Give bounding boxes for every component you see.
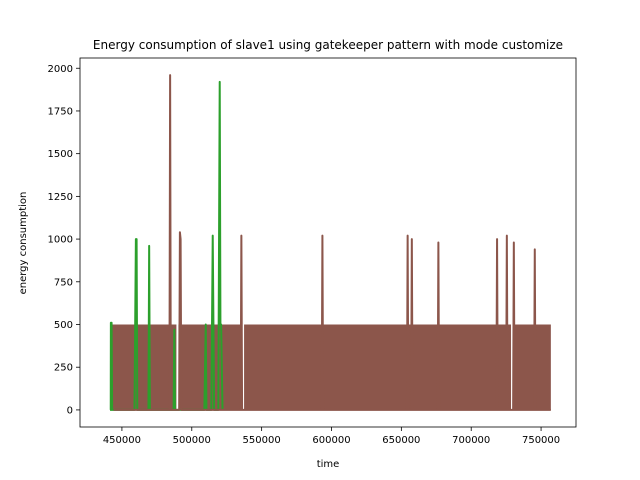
y-tick-label: 500 xyxy=(54,320,73,331)
band-gap xyxy=(176,324,179,410)
y-tick-label: 1750 xyxy=(48,106,73,117)
x-tick-label: 700000 xyxy=(452,435,490,446)
band-gap xyxy=(511,324,514,410)
y-tick-label: 750 xyxy=(54,277,73,288)
dense-band xyxy=(112,324,551,410)
plot-area xyxy=(109,74,551,411)
y-tick-label: 250 xyxy=(54,363,73,374)
y-tick-label: 1500 xyxy=(48,149,73,160)
y-tick-label: 0 xyxy=(67,405,73,416)
chart-title: Energy consumption of slave1 using gatek… xyxy=(93,38,563,52)
x-tick-label: 550000 xyxy=(243,435,281,446)
x-tick-label: 750000 xyxy=(522,435,560,446)
x-tick-label: 500000 xyxy=(173,435,211,446)
plot-frame xyxy=(79,57,577,428)
x-axis-label: time xyxy=(317,459,340,470)
x-tick-label: 600000 xyxy=(312,435,350,446)
series-line-1 xyxy=(113,74,551,411)
x-axis: 450000 500000 550000 600000 650000 700000 7500… xyxy=(103,427,560,446)
y-tick-label: 2000 xyxy=(48,64,73,75)
y-axis-label: energy consumption xyxy=(18,192,29,295)
y-axis: 0 250 500 750 1000 1250 1500 1750 2000 xyxy=(48,64,80,416)
y-tick-label: 1250 xyxy=(48,192,73,203)
x-tick-label: 650000 xyxy=(382,435,420,446)
y-tick-label: 1000 xyxy=(48,235,73,246)
x-tick-label: 450000 xyxy=(103,435,141,446)
band-gap xyxy=(242,324,245,410)
